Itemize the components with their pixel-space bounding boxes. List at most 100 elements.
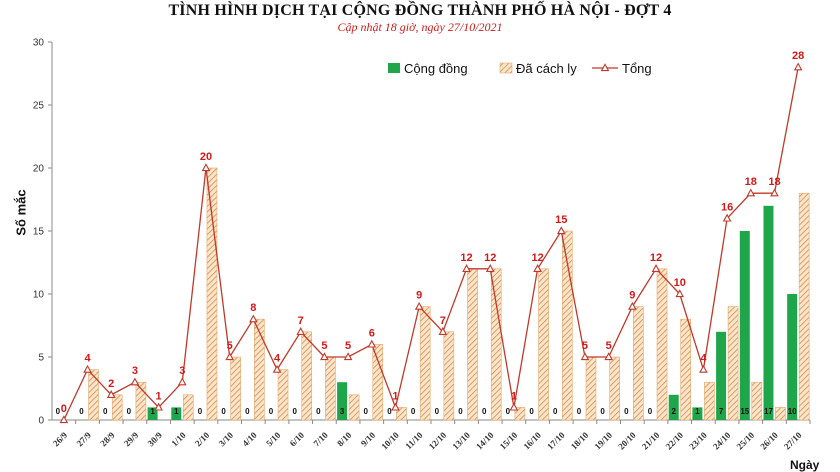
total-point bbox=[249, 314, 258, 323]
cong-dong-data-label: 1 bbox=[695, 407, 700, 416]
cong-dong-data-label: 0 bbox=[624, 407, 629, 416]
bar-da-cach-ly bbox=[585, 356, 597, 421]
y-tick-label: 5 bbox=[38, 353, 44, 364]
total-data-label: 18 bbox=[745, 176, 757, 188]
total-data-label: 18 bbox=[768, 176, 780, 188]
legend-swatch-cong-dong bbox=[388, 63, 400, 73]
total-data-label: 7 bbox=[440, 315, 446, 327]
total-data-label: 7 bbox=[298, 315, 304, 327]
total-data-label: 0 bbox=[61, 403, 67, 415]
total-point bbox=[604, 352, 613, 361]
total-data-label: 4 bbox=[274, 353, 281, 365]
x-tick-label: 4/10 bbox=[240, 430, 259, 449]
bar-da-cach-ly bbox=[727, 306, 739, 421]
x-tick-label: 22/10 bbox=[664, 430, 686, 452]
bar-da-cach-ly bbox=[704, 381, 715, 421]
total-point bbox=[699, 364, 708, 373]
total-data-label: 9 bbox=[629, 290, 635, 302]
x-tick-label: 14/10 bbox=[474, 430, 496, 452]
x-tick-label: 15/10 bbox=[498, 430, 520, 452]
total-point bbox=[414, 301, 424, 310]
cong-dong-data-label: 0 bbox=[529, 407, 534, 416]
cong-dong-data-label: 15 bbox=[740, 407, 749, 416]
chart-subtitle: Cập nhật 18 giờ, ngày 27/10/2021 bbox=[337, 20, 503, 34]
x-axis-label: Ngày bbox=[790, 458, 820, 472]
total-data-label: 9 bbox=[416, 290, 422, 302]
legend: Cộng đồng Đã cách ly Tổng bbox=[388, 61, 652, 76]
total-data-label: 1 bbox=[511, 390, 517, 402]
cong-dong-data-label: 0 bbox=[198, 407, 203, 416]
x-tick-label: 9/10 bbox=[359, 430, 378, 449]
total-point bbox=[746, 188, 756, 197]
x-tick-label: 16/10 bbox=[521, 430, 543, 452]
total-point bbox=[201, 163, 211, 172]
x-tick-label: 7/10 bbox=[311, 430, 330, 449]
total-line bbox=[63, 67, 799, 421]
legend-label-tong: Tổng bbox=[622, 61, 652, 76]
total-data-label: 8 bbox=[250, 302, 256, 314]
x-tick-label: 2/10 bbox=[193, 430, 212, 449]
cong-dong-data-label: 0 bbox=[292, 407, 297, 416]
cong-dong-data-label: 0 bbox=[221, 407, 226, 416]
x-tick-label: 3/10 bbox=[217, 430, 236, 449]
bars-group: 0 0 0 0 1 1 0 0 0 0 0 0 3 0 0 0 0 0 0 0 0 0 0 0 0 0 2 1 7 15 17 10 bbox=[56, 167, 810, 421]
bar-da-cach-ly bbox=[798, 192, 810, 421]
cong-dong-data-label: 3 bbox=[340, 407, 345, 416]
cong-dong-data-label: 0 bbox=[364, 407, 369, 416]
bar-da-cach-ly bbox=[467, 268, 478, 421]
x-tick-label: 8/10 bbox=[335, 430, 354, 449]
total-data-label: 4 bbox=[84, 353, 91, 365]
y-tick-label: 0 bbox=[38, 416, 44, 427]
bar-cong-dong bbox=[337, 382, 348, 420]
total-data-label: 5 bbox=[321, 340, 327, 352]
bar-da-cach-ly bbox=[680, 318, 692, 421]
x-tick-label: 21/10 bbox=[640, 430, 662, 452]
total-point bbox=[177, 377, 187, 386]
cong-dong-data-label: 2 bbox=[671, 407, 676, 416]
x-tick-label: 23/10 bbox=[687, 430, 709, 452]
total-point bbox=[154, 402, 163, 411]
x-tick-label: 27/9 bbox=[75, 430, 94, 449]
total-point bbox=[106, 390, 116, 398]
cong-dong-data-label: 0 bbox=[553, 407, 558, 416]
cong-dong-data-label: 10 bbox=[788, 407, 797, 416]
x-tick-label: 1/10 bbox=[169, 430, 188, 449]
total-point bbox=[59, 415, 69, 424]
bar-da-cach-ly bbox=[230, 356, 241, 421]
cong-dong-data-label: 0 bbox=[577, 407, 582, 416]
cong-dong-data-label: 0 bbox=[648, 407, 653, 416]
bar-cong-dong bbox=[171, 407, 182, 420]
total-data-label: 28 bbox=[792, 50, 804, 62]
cong-dong-data-label: 0 bbox=[458, 407, 463, 416]
bar-da-cach-ly bbox=[443, 331, 455, 421]
x-tick-label: 26/10 bbox=[758, 430, 780, 452]
cong-dong-data-label: 17 bbox=[764, 407, 773, 416]
x-tick-label: 12/10 bbox=[427, 430, 449, 452]
cong-dong-data-label: 0 bbox=[127, 407, 132, 416]
x-tick-label: 24/10 bbox=[711, 430, 733, 452]
x-tick-label: 29/9 bbox=[122, 430, 141, 449]
y-tick-label: 20 bbox=[33, 164, 45, 175]
x-tick-label: 17/10 bbox=[545, 430, 567, 452]
legend-label-da-cach-ly: Đã cách ly bbox=[516, 61, 577, 76]
total-point bbox=[225, 352, 234, 361]
cong-dong-data-label: 0 bbox=[435, 407, 440, 416]
total-data-label: 15 bbox=[555, 214, 567, 226]
total-point bbox=[438, 327, 448, 335]
bar-da-cach-ly bbox=[301, 331, 313, 421]
y-tick-label: 25 bbox=[33, 101, 45, 112]
x-tick-label: 11/10 bbox=[403, 430, 425, 452]
total-data-label: 20 bbox=[200, 151, 212, 163]
total-data-label: 16 bbox=[721, 201, 733, 213]
legend-swatch-da-cach-ly bbox=[499, 62, 513, 74]
bar-da-cach-ly bbox=[514, 407, 526, 421]
total-data-label: 12 bbox=[460, 252, 472, 264]
bar-da-cach-ly bbox=[419, 306, 431, 421]
total-point bbox=[83, 364, 92, 373]
total-point bbox=[722, 213, 732, 222]
y-tick-label: 10 bbox=[33, 290, 45, 301]
total-point bbox=[675, 289, 685, 298]
x-tick-label: 10/10 bbox=[379, 430, 401, 452]
